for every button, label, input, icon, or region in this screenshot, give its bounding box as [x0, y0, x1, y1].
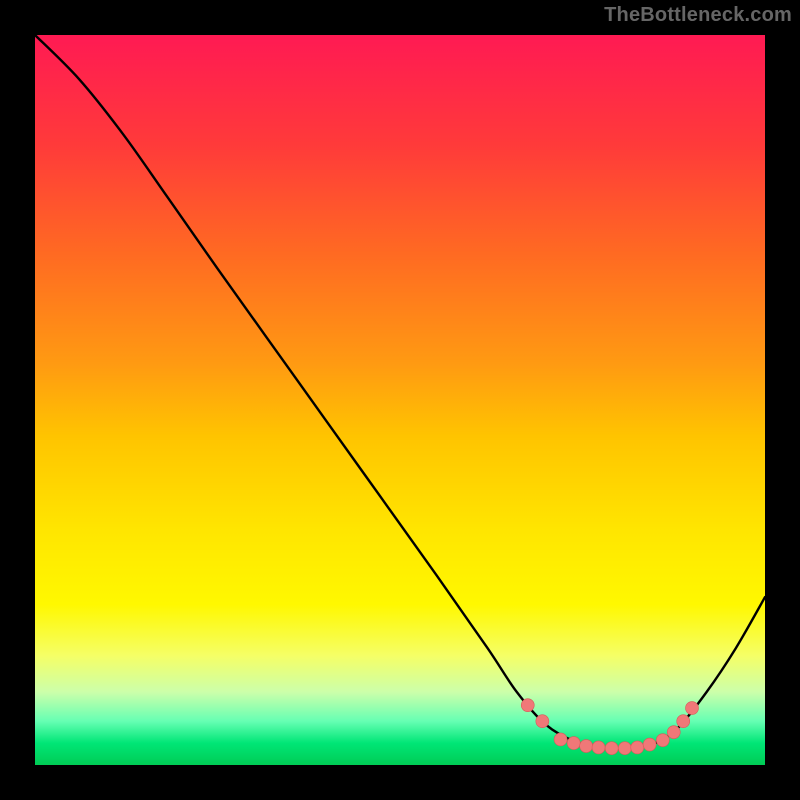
- marker-dot: [618, 742, 631, 755]
- marker-dot: [686, 702, 699, 715]
- marker-dot: [592, 741, 605, 754]
- watermark-text: TheBottleneck.com: [604, 4, 792, 27]
- marker-dot: [656, 734, 669, 747]
- gradient-background: [35, 35, 765, 765]
- bottleneck-curve-chart: [35, 35, 765, 765]
- marker-dot: [605, 742, 618, 755]
- marker-dot: [677, 715, 690, 728]
- marker-dot: [667, 726, 680, 739]
- marker-dot: [536, 715, 549, 728]
- marker-dot: [521, 699, 534, 712]
- marker-dot: [631, 741, 644, 754]
- plot-area: [35, 35, 765, 765]
- marker-dot: [643, 738, 656, 751]
- marker-dot: [567, 737, 580, 750]
- chart-frame: TheBottleneck.com: [0, 0, 800, 800]
- marker-dot: [554, 733, 567, 746]
- marker-dot: [580, 740, 593, 753]
